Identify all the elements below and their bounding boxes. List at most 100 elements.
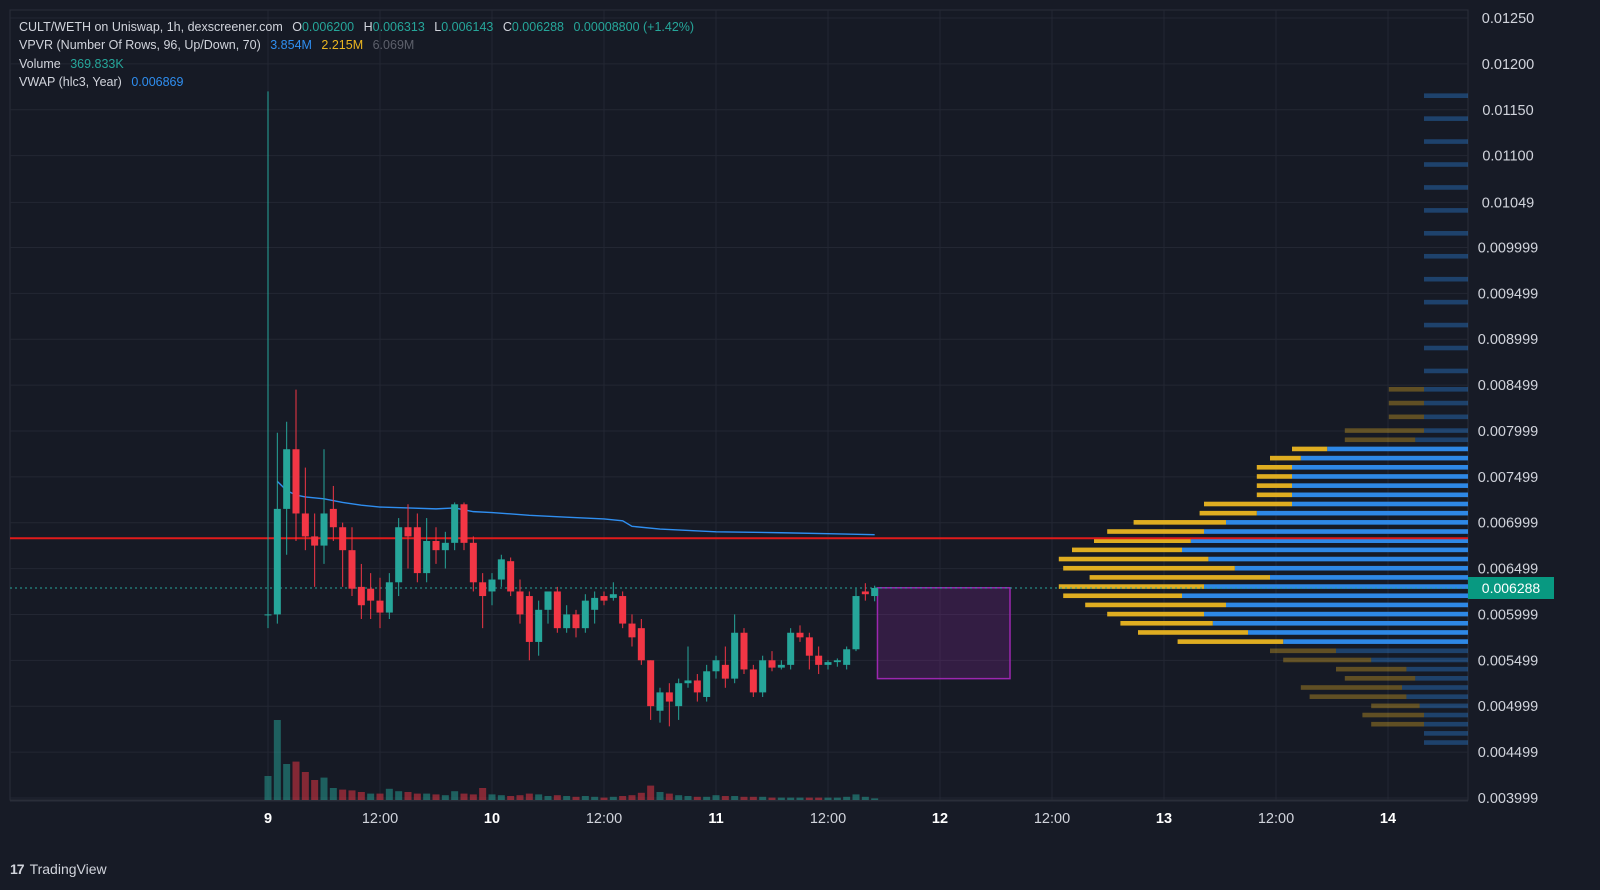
vpvr-up-bar	[1226, 602, 1468, 608]
x-tick-label: 10	[484, 811, 500, 827]
vpvr-down-bar	[1133, 520, 1226, 525]
vpvr-up-bar	[1402, 685, 1468, 690]
volume-bar	[675, 795, 683, 800]
vpvr-label: VPVR (Number Of Rows, 96, Up/Down, 70)	[19, 38, 261, 53]
candle-body	[320, 513, 328, 546]
vpvr-down-bar	[1063, 565, 1235, 571]
candle-body	[693, 680, 701, 693]
candle-body	[712, 660, 720, 672]
vpvr-down-bar	[1107, 529, 1204, 534]
tradingview-branding[interactable]: 17 TradingView	[10, 861, 107, 877]
x-tick-label: 12:00	[1258, 811, 1294, 827]
volume-label: Volume	[19, 56, 61, 71]
volume-bar	[264, 776, 272, 800]
vwap-label: VWAP (hlc3, Year)	[19, 74, 122, 89]
y-tick-label: 0.004499	[1478, 745, 1538, 761]
vpvr-up-bar	[1424, 93, 1468, 98]
volume-bar	[749, 796, 757, 800]
volume-bar	[693, 796, 701, 800]
vpvr-up-bar	[1204, 584, 1468, 589]
volume-bars	[264, 720, 879, 800]
vpvr-down-bar	[1270, 648, 1336, 654]
candle-body	[339, 527, 347, 551]
vpvr-down-bar	[1256, 483, 1292, 488]
y-tick-label: 0.01250	[1482, 11, 1534, 27]
x-tick-label: 12:00	[362, 811, 398, 827]
axes: 0.01250 0.01200 0.01150 0.01100 0.01049 0.009…	[10, 11, 1538, 827]
volume-bar	[871, 798, 879, 800]
vpvr-up-bar	[1327, 446, 1468, 452]
vpvr-up-bar	[1424, 276, 1468, 282]
vpvr-down-bar	[1120, 620, 1213, 626]
candle-body	[572, 614, 580, 629]
vpvr-up-bar	[1424, 721, 1468, 727]
volume-bar	[684, 796, 692, 800]
legend-volume-row[interactable]: Volume 369.833K	[19, 55, 700, 73]
volume-bar	[553, 795, 561, 800]
volume-bar	[507, 796, 515, 800]
volume-bar	[320, 777, 328, 800]
current-price-tag: 0.006288	[1468, 576, 1554, 599]
low-value: 0.006143	[441, 20, 494, 34]
candle-body	[535, 609, 543, 642]
vpvr-up-bar	[1424, 740, 1468, 745]
vpvr-up-bar	[1336, 648, 1468, 654]
vpvr-up-bar	[1424, 162, 1468, 167]
volume-bar	[535, 794, 543, 800]
volume-bar	[423, 793, 431, 800]
symbol-title[interactable]: CULT/WETH on Uniswap, 1h, dexscreener.co…	[19, 20, 283, 34]
vpvr-up-bar	[1424, 387, 1468, 392]
vpvr-up-bar	[1283, 639, 1468, 644]
vpvr-down-bar	[1283, 657, 1372, 663]
candle-body	[264, 614, 272, 616]
open-label: O	[292, 20, 302, 34]
vpvr-down-bar	[1388, 387, 1424, 392]
vpvr-total-value: 6.069M	[372, 38, 415, 53]
highlight-rectangle[interactable]	[876, 587, 1011, 680]
candle-body	[675, 683, 683, 707]
candle-body	[404, 527, 412, 537]
volume-bar	[516, 795, 524, 800]
vpvr-up-bar	[1292, 464, 1468, 470]
candle-body	[768, 660, 776, 668]
plot-area	[9, 9, 1469, 801]
volume-bar	[572, 796, 580, 800]
candle-body	[273, 508, 281, 615]
x-tick-label: 12:00	[1034, 811, 1070, 827]
candle-body	[843, 649, 851, 665]
vpvr-up-bar	[1226, 520, 1468, 525]
vpvr-up-bar	[1424, 414, 1468, 420]
volume-bar	[815, 797, 823, 800]
volume-bar	[656, 792, 664, 800]
candle-body	[451, 504, 459, 543]
volume-bar	[329, 788, 337, 800]
vpvr-down-bar	[1063, 593, 1182, 599]
vpvr-down-bar	[1094, 538, 1191, 543]
x-tick-label: 11	[708, 811, 723, 827]
y-tick-label: 0.006999	[1478, 516, 1538, 532]
candle-body	[553, 591, 561, 629]
volume-bar	[852, 794, 860, 800]
candle-body	[432, 540, 440, 551]
candle-body	[376, 600, 384, 613]
low-label: L	[434, 20, 442, 34]
vpvr-down-bar	[1292, 446, 1328, 452]
candle-body	[563, 614, 571, 629]
legend-vpvr-row[interactable]: VPVR (Number Of Rows, 96, Up/Down, 70) 3…	[19, 36, 700, 54]
candle-body	[591, 597, 599, 610]
brand-name: TradingView	[29, 861, 107, 877]
y-tick-label: 0.006499	[1478, 562, 1538, 578]
volume-bar	[759, 796, 767, 800]
volume-value: 369.833K	[70, 56, 124, 71]
volume-bar	[581, 796, 589, 800]
candle-body	[721, 664, 729, 679]
vpvr-down-bar	[1388, 414, 1424, 420]
change-value: 0.00008800 (+1.42%)	[573, 20, 695, 34]
close-value: 0.006288	[511, 20, 565, 34]
candle-body	[647, 660, 655, 707]
y-tick-label: 0.005499	[1478, 653, 1538, 669]
vpvr-down-bar	[1270, 455, 1301, 461]
vpvr-up-bar	[1182, 547, 1468, 553]
legend-vwap-row[interactable]: VWAP (hlc3, Year) 0.006869	[19, 73, 700, 91]
